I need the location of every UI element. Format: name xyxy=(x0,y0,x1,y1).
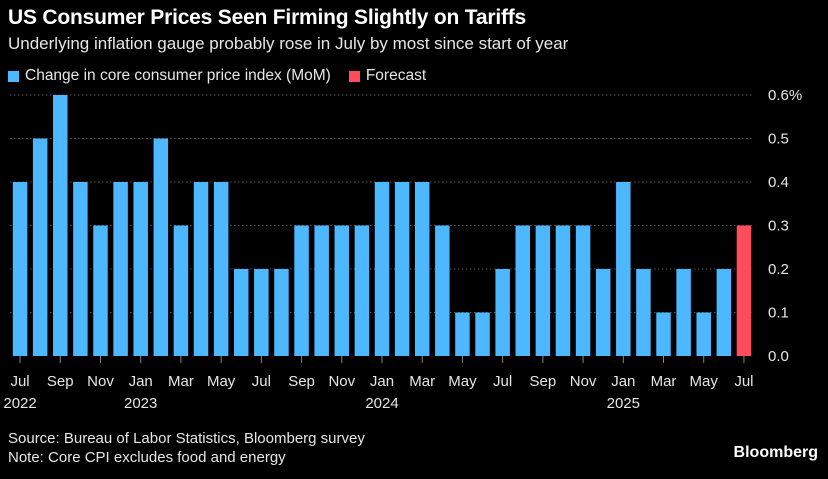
bloomberg-logo: Bloomberg xyxy=(733,444,818,461)
x-tick-label: Mar xyxy=(651,373,677,390)
bar xyxy=(354,225,370,356)
bar xyxy=(374,182,390,356)
legend-label-forecast: Forecast xyxy=(365,67,427,84)
source-text: Source: Bureau of Labor Statistics, Bloo… xyxy=(8,430,365,447)
y-tick-label: 0.5 xyxy=(768,131,789,148)
x-tick-label: May xyxy=(690,373,719,390)
bar xyxy=(133,182,148,356)
bar xyxy=(193,182,209,356)
x-tick-label: Jul xyxy=(493,373,512,390)
bar xyxy=(475,312,490,356)
x-tick-label: Jul xyxy=(10,373,29,390)
bar xyxy=(314,225,329,356)
legend-item-actual: Change in core consumer price index (MoM… xyxy=(8,67,331,85)
x-tick-label: Sep xyxy=(47,373,74,390)
x-tick-label: May xyxy=(448,373,477,390)
bar xyxy=(32,138,48,356)
bar xyxy=(414,182,430,356)
chart-title: US Consumer Prices Seen Firming Slightly… xyxy=(8,6,527,29)
bar xyxy=(113,182,128,356)
legend: Change in core consumer price index (MoM… xyxy=(8,67,444,85)
x-tick-label: Nov xyxy=(570,373,597,390)
bar xyxy=(515,225,530,356)
y-tick-label: 0.0 xyxy=(768,348,789,365)
forecast-bar xyxy=(736,225,752,356)
bar xyxy=(294,225,309,356)
x-tick-label: May xyxy=(207,373,236,390)
x-tick-label: Nov xyxy=(87,373,114,390)
legend-label-actual: Change in core consumer price index (MoM… xyxy=(25,67,331,84)
x-tick-label: Jul xyxy=(734,373,753,390)
bar xyxy=(394,182,410,356)
x-year-label: 2022 xyxy=(3,395,36,412)
x-year-label: 2025 xyxy=(607,395,640,412)
legend-item-forecast: Forecast xyxy=(348,67,427,85)
bar xyxy=(696,312,711,356)
bar xyxy=(254,269,269,356)
y-tick-label: 0.1 xyxy=(768,305,789,322)
y-tick-label: 0.4 xyxy=(768,174,789,191)
x-year-label: 2024 xyxy=(365,395,398,412)
bar xyxy=(53,95,68,356)
bar xyxy=(595,269,611,356)
x-tick-label: Jan xyxy=(611,373,635,390)
x-tick-label: Sep xyxy=(288,373,315,390)
bar xyxy=(93,225,108,356)
bar xyxy=(656,312,671,356)
note-text: Note: Core CPI excludes food and energy xyxy=(8,449,286,466)
bar xyxy=(616,182,631,356)
x-tick-label: Sep xyxy=(530,373,557,390)
bar xyxy=(575,225,591,356)
bar xyxy=(73,182,88,356)
bar xyxy=(676,269,691,356)
bar xyxy=(173,225,189,356)
bar xyxy=(12,182,28,356)
footnote: Source: Bureau of Labor Statistics, Bloo… xyxy=(8,429,365,467)
bar xyxy=(153,138,169,356)
bar xyxy=(636,269,651,356)
x-tick-label: Nov xyxy=(328,373,355,390)
y-tick-label: 0.6% xyxy=(768,87,802,104)
bar xyxy=(334,225,350,356)
legend-swatch-forecast xyxy=(348,70,360,82)
bar xyxy=(274,269,289,356)
chart-subtitle: Underlying inflation gauge probably rose… xyxy=(8,34,569,53)
y-tick-label: 0.2 xyxy=(768,261,789,278)
bar-chart: 0.0 0.1 0.2 0.3 0.4 0.5 0.6% Jul 2022 Sep Nov Jan 20… xyxy=(3,87,802,412)
x-tick-label: Mar xyxy=(168,373,194,390)
bar xyxy=(495,269,510,356)
x-year-label: 2023 xyxy=(124,395,157,412)
x-tick-label: Mar xyxy=(409,373,435,390)
bar xyxy=(234,269,249,356)
bar xyxy=(435,225,450,356)
legend-swatch-actual xyxy=(8,70,19,82)
x-tick-label: Jan xyxy=(129,373,153,390)
bar xyxy=(535,225,551,356)
bar xyxy=(455,312,470,356)
y-tick-label: 0.3 xyxy=(768,218,789,235)
bar xyxy=(716,269,732,356)
bar xyxy=(213,182,229,356)
x-tick-label: Jul xyxy=(252,373,271,390)
bar xyxy=(555,225,571,356)
x-tick-label: Jan xyxy=(370,373,394,390)
